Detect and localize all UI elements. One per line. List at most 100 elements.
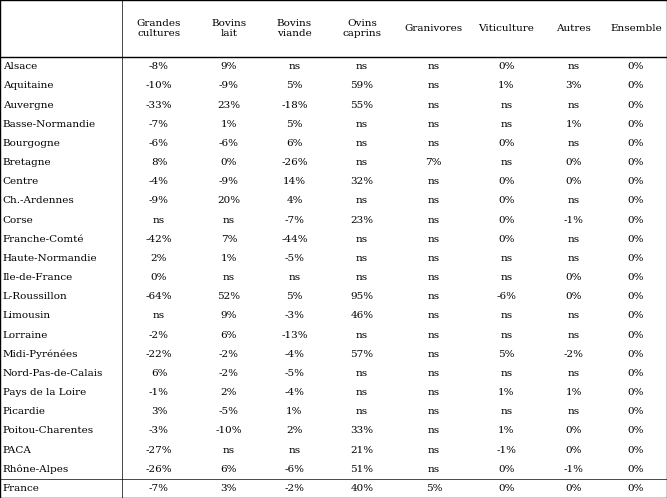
Text: Ch.-Ardennes: Ch.-Ardennes [3,197,75,206]
Text: Bretagne: Bretagne [3,158,51,167]
Text: Midi-Pyrénées: Midi-Pyrénées [3,350,78,359]
Text: 6%: 6% [221,465,237,474]
Text: ns: ns [428,350,440,359]
Text: 95%: 95% [350,292,374,301]
Text: 0%: 0% [498,62,515,71]
Text: Granivores: Granivores [405,24,463,33]
Text: Corse: Corse [3,216,33,225]
Text: -4%: -4% [285,350,305,359]
Text: 51%: 51% [350,465,374,474]
Text: ns: ns [356,369,368,378]
Text: 5%: 5% [286,82,303,91]
Text: 57%: 57% [350,350,374,359]
Text: ns: ns [500,158,512,167]
Text: 4%: 4% [286,197,303,206]
Text: -2%: -2% [219,350,239,359]
Text: ns: ns [568,197,580,206]
Text: Ensemble: Ensemble [610,24,662,33]
Text: -9%: -9% [219,82,239,91]
Text: 0%: 0% [566,158,582,167]
Text: ns: ns [500,101,512,110]
Text: ns: ns [500,331,512,340]
Text: -6%: -6% [149,139,169,148]
Text: Bovins
lait: Bovins lait [211,19,247,38]
Text: Picardie: Picardie [3,407,45,416]
Text: 0%: 0% [628,177,644,186]
Text: ns: ns [428,388,440,397]
Text: 20%: 20% [217,197,241,206]
Text: 1%: 1% [498,82,515,91]
Text: 6%: 6% [286,139,303,148]
Text: Auvergne: Auvergne [3,101,53,110]
Text: -5%: -5% [285,254,305,263]
Text: -7%: -7% [149,484,169,493]
Text: ns: ns [223,273,235,282]
Text: -7%: -7% [149,120,169,129]
Text: ns: ns [428,120,440,129]
Text: ns: ns [428,311,440,320]
Text: Basse-Normandie: Basse-Normandie [3,120,96,129]
Text: ns: ns [568,311,580,320]
Text: Rhône-Alpes: Rhône-Alpes [3,465,69,474]
Text: 52%: 52% [217,292,241,301]
Text: ns: ns [356,158,368,167]
Text: ns: ns [356,197,368,206]
Text: 0%: 0% [628,235,644,244]
Text: ns: ns [288,62,301,71]
Text: 0%: 0% [628,465,644,474]
Text: 0%: 0% [566,292,582,301]
Text: 0%: 0% [566,273,582,282]
Text: -1%: -1% [496,446,516,455]
Text: 0%: 0% [566,177,582,186]
Text: L-Roussillon: L-Roussillon [3,292,67,301]
Text: -7%: -7% [285,216,305,225]
Text: -64%: -64% [145,292,172,301]
Text: 0%: 0% [628,369,644,378]
Text: Lorraine: Lorraine [3,331,48,340]
Text: ns: ns [428,446,440,455]
Text: 0%: 0% [628,101,644,110]
Text: ns: ns [356,273,368,282]
Text: ns: ns [288,273,301,282]
Text: Limousin: Limousin [3,311,51,320]
Text: 3%: 3% [566,82,582,91]
Text: 0%: 0% [628,273,644,282]
Text: ns: ns [500,120,512,129]
Text: 0%: 0% [498,465,515,474]
Text: ns: ns [500,311,512,320]
Text: -27%: -27% [145,446,172,455]
Text: 1%: 1% [566,120,582,129]
Text: 0%: 0% [628,158,644,167]
Text: ns: ns [428,177,440,186]
Text: ns: ns [428,254,440,263]
Text: 0%: 0% [566,426,582,435]
Text: France: France [3,484,39,493]
Text: 0%: 0% [628,139,644,148]
Text: 0%: 0% [498,216,515,225]
Text: ns: ns [428,331,440,340]
Text: Poitou-Charentes: Poitou-Charentes [3,426,94,435]
Text: ns: ns [356,388,368,397]
Text: -2%: -2% [564,350,584,359]
Text: Ile-de-France: Ile-de-France [3,273,73,282]
Text: 0%: 0% [628,254,644,263]
Text: 40%: 40% [350,484,374,493]
Text: ns: ns [428,235,440,244]
Text: ns: ns [428,426,440,435]
Text: Alsace: Alsace [3,62,37,71]
Text: ns: ns [223,446,235,455]
Text: 1%: 1% [498,426,515,435]
Text: ns: ns [500,254,512,263]
Text: 0%: 0% [628,120,644,129]
Text: 14%: 14% [283,177,306,186]
Text: 55%: 55% [350,101,374,110]
Text: -2%: -2% [285,484,305,493]
Text: -6%: -6% [285,465,305,474]
Text: 0%: 0% [628,331,644,340]
Text: ns: ns [356,62,368,71]
Text: 7%: 7% [221,235,237,244]
Text: ns: ns [356,331,368,340]
Text: -6%: -6% [219,139,239,148]
Text: -4%: -4% [285,388,305,397]
Text: 0%: 0% [221,158,237,167]
